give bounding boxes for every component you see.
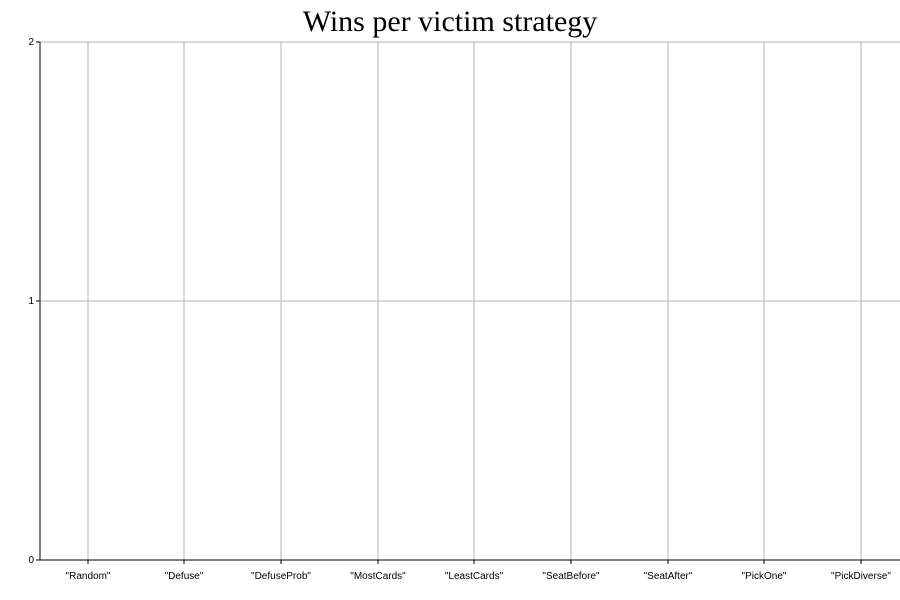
x-tick-label: "PickDiverse" [831, 571, 891, 582]
x-tick-label: "SeatBefore" [542, 571, 600, 582]
y-tick-label: 0 [28, 555, 34, 566]
ticks [36, 41, 862, 564]
chart-title: Wins per victim strategy [303, 5, 598, 38]
x-tick-label: "DefuseProb" [251, 571, 311, 582]
y-tick-label: 2 [28, 37, 34, 48]
x-tick-label: "LeastCards" [445, 571, 504, 582]
grid [40, 41, 900, 560]
tick-labels: 0 1 2 "Random" "Defuse" "DefuseProb" "MostCard… [28, 37, 891, 582]
x-tick-label: "Defuse" [165, 571, 204, 582]
x-tick-label: "PickOne" [742, 571, 787, 582]
x-tick-label: "SeatAfter" [644, 571, 693, 582]
x-tick-label: "MostCards" [350, 571, 406, 582]
x-tick-label: "Random" [66, 571, 111, 582]
y-tick-label: 1 [28, 296, 34, 307]
